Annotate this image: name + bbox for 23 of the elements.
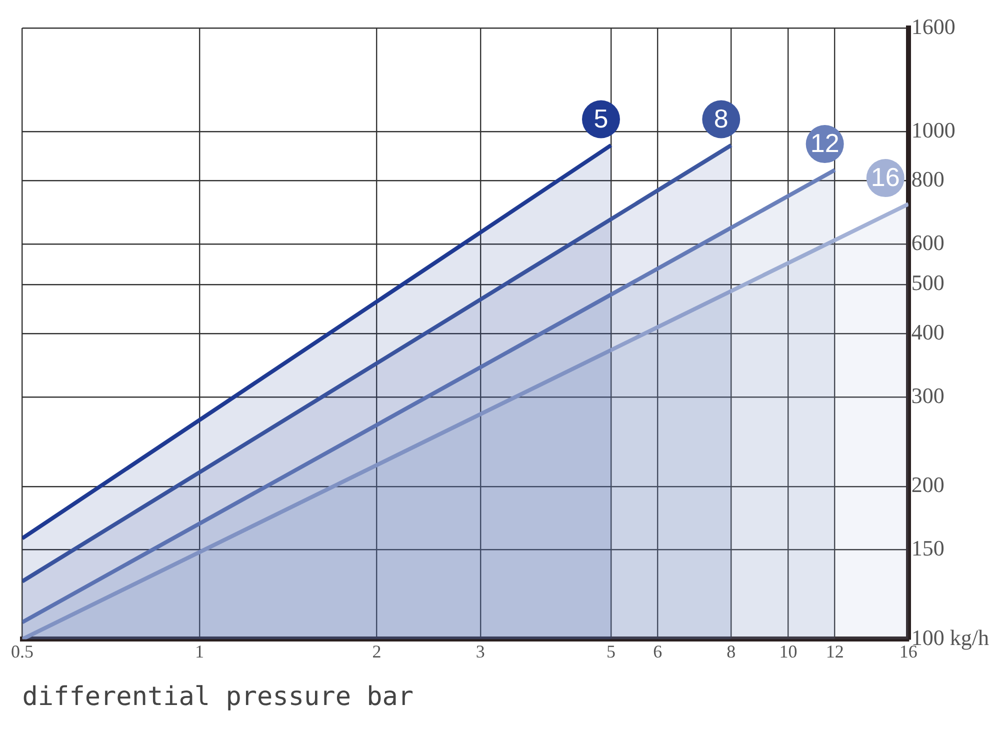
y-tick-label: 1000 <box>911 117 956 142</box>
series-label: 8 <box>714 103 728 134</box>
x-axis-title: differential pressure bar <box>22 682 414 712</box>
x-tick-label: 6 <box>653 642 662 662</box>
y-tick-label: 800 <box>911 166 944 192</box>
series-label: 16 <box>870 162 900 192</box>
y-tick-label: 150 <box>911 536 944 561</box>
series-label: 12 <box>810 128 840 158</box>
y-tick-label: 200 <box>911 472 944 498</box>
y-tick-label: 400 <box>911 319 944 344</box>
x-tick-label: 3 <box>476 642 485 662</box>
y-tick-label: 500 <box>911 270 944 296</box>
y-tick-label: 600 <box>911 230 944 255</box>
x-tick-label: 5 <box>606 642 616 662</box>
x-tick-label: 0.5 <box>11 642 34 662</box>
series-label: 5 <box>594 103 608 134</box>
x-tick-label: 10 <box>779 642 798 662</box>
x-tick-label: 12 <box>826 642 844 662</box>
x-tick-label: 8 <box>726 642 736 662</box>
y-tick-label: 1600 <box>911 14 956 39</box>
y-tick-label: 300 <box>911 382 944 408</box>
x-tick-label: 1 <box>194 642 204 662</box>
x-tick-label: 2 <box>372 642 382 662</box>
